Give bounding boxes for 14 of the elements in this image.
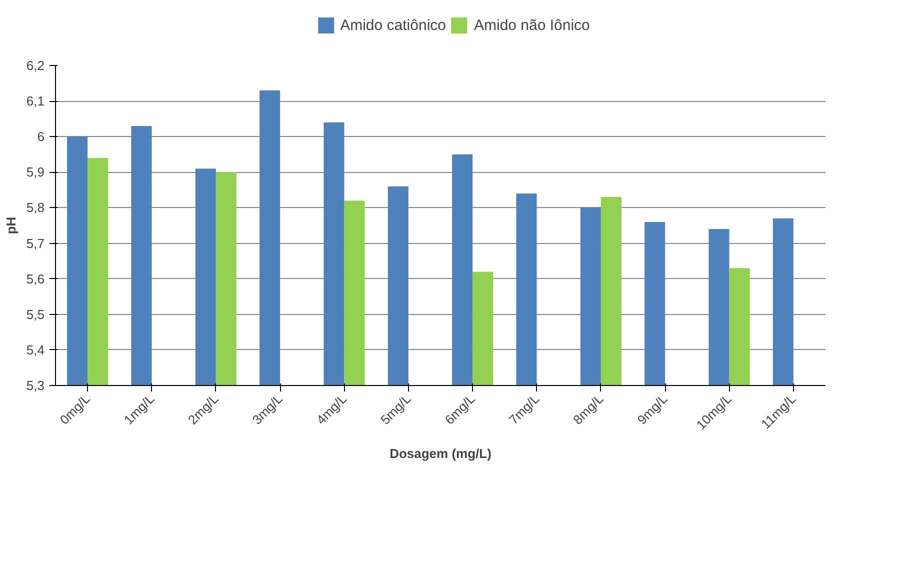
y-tick-label: 6,1: [26, 94, 45, 109]
y-tick-label: 5,8: [26, 200, 45, 216]
x-axis-title: Dosagem (mg/L): [390, 446, 492, 461]
y-tick-label: 5,9: [26, 164, 45, 180]
y-tick-label: 6: [37, 129, 45, 144]
y-tick-label: 5,6: [26, 271, 45, 286]
y-tick-label: 5,4: [26, 342, 45, 358]
legend-label: Amido não Iônico: [474, 16, 590, 34]
y-tick-label: 6,2: [26, 58, 45, 73]
y-tick-label: 5,5: [26, 306, 45, 322]
legend-label: Amido catiônico: [340, 16, 446, 34]
y-tick-label: 5,7: [26, 236, 45, 251]
y-tick-label: 5,3: [26, 378, 45, 393]
y-axis-title: pH: [3, 216, 18, 234]
